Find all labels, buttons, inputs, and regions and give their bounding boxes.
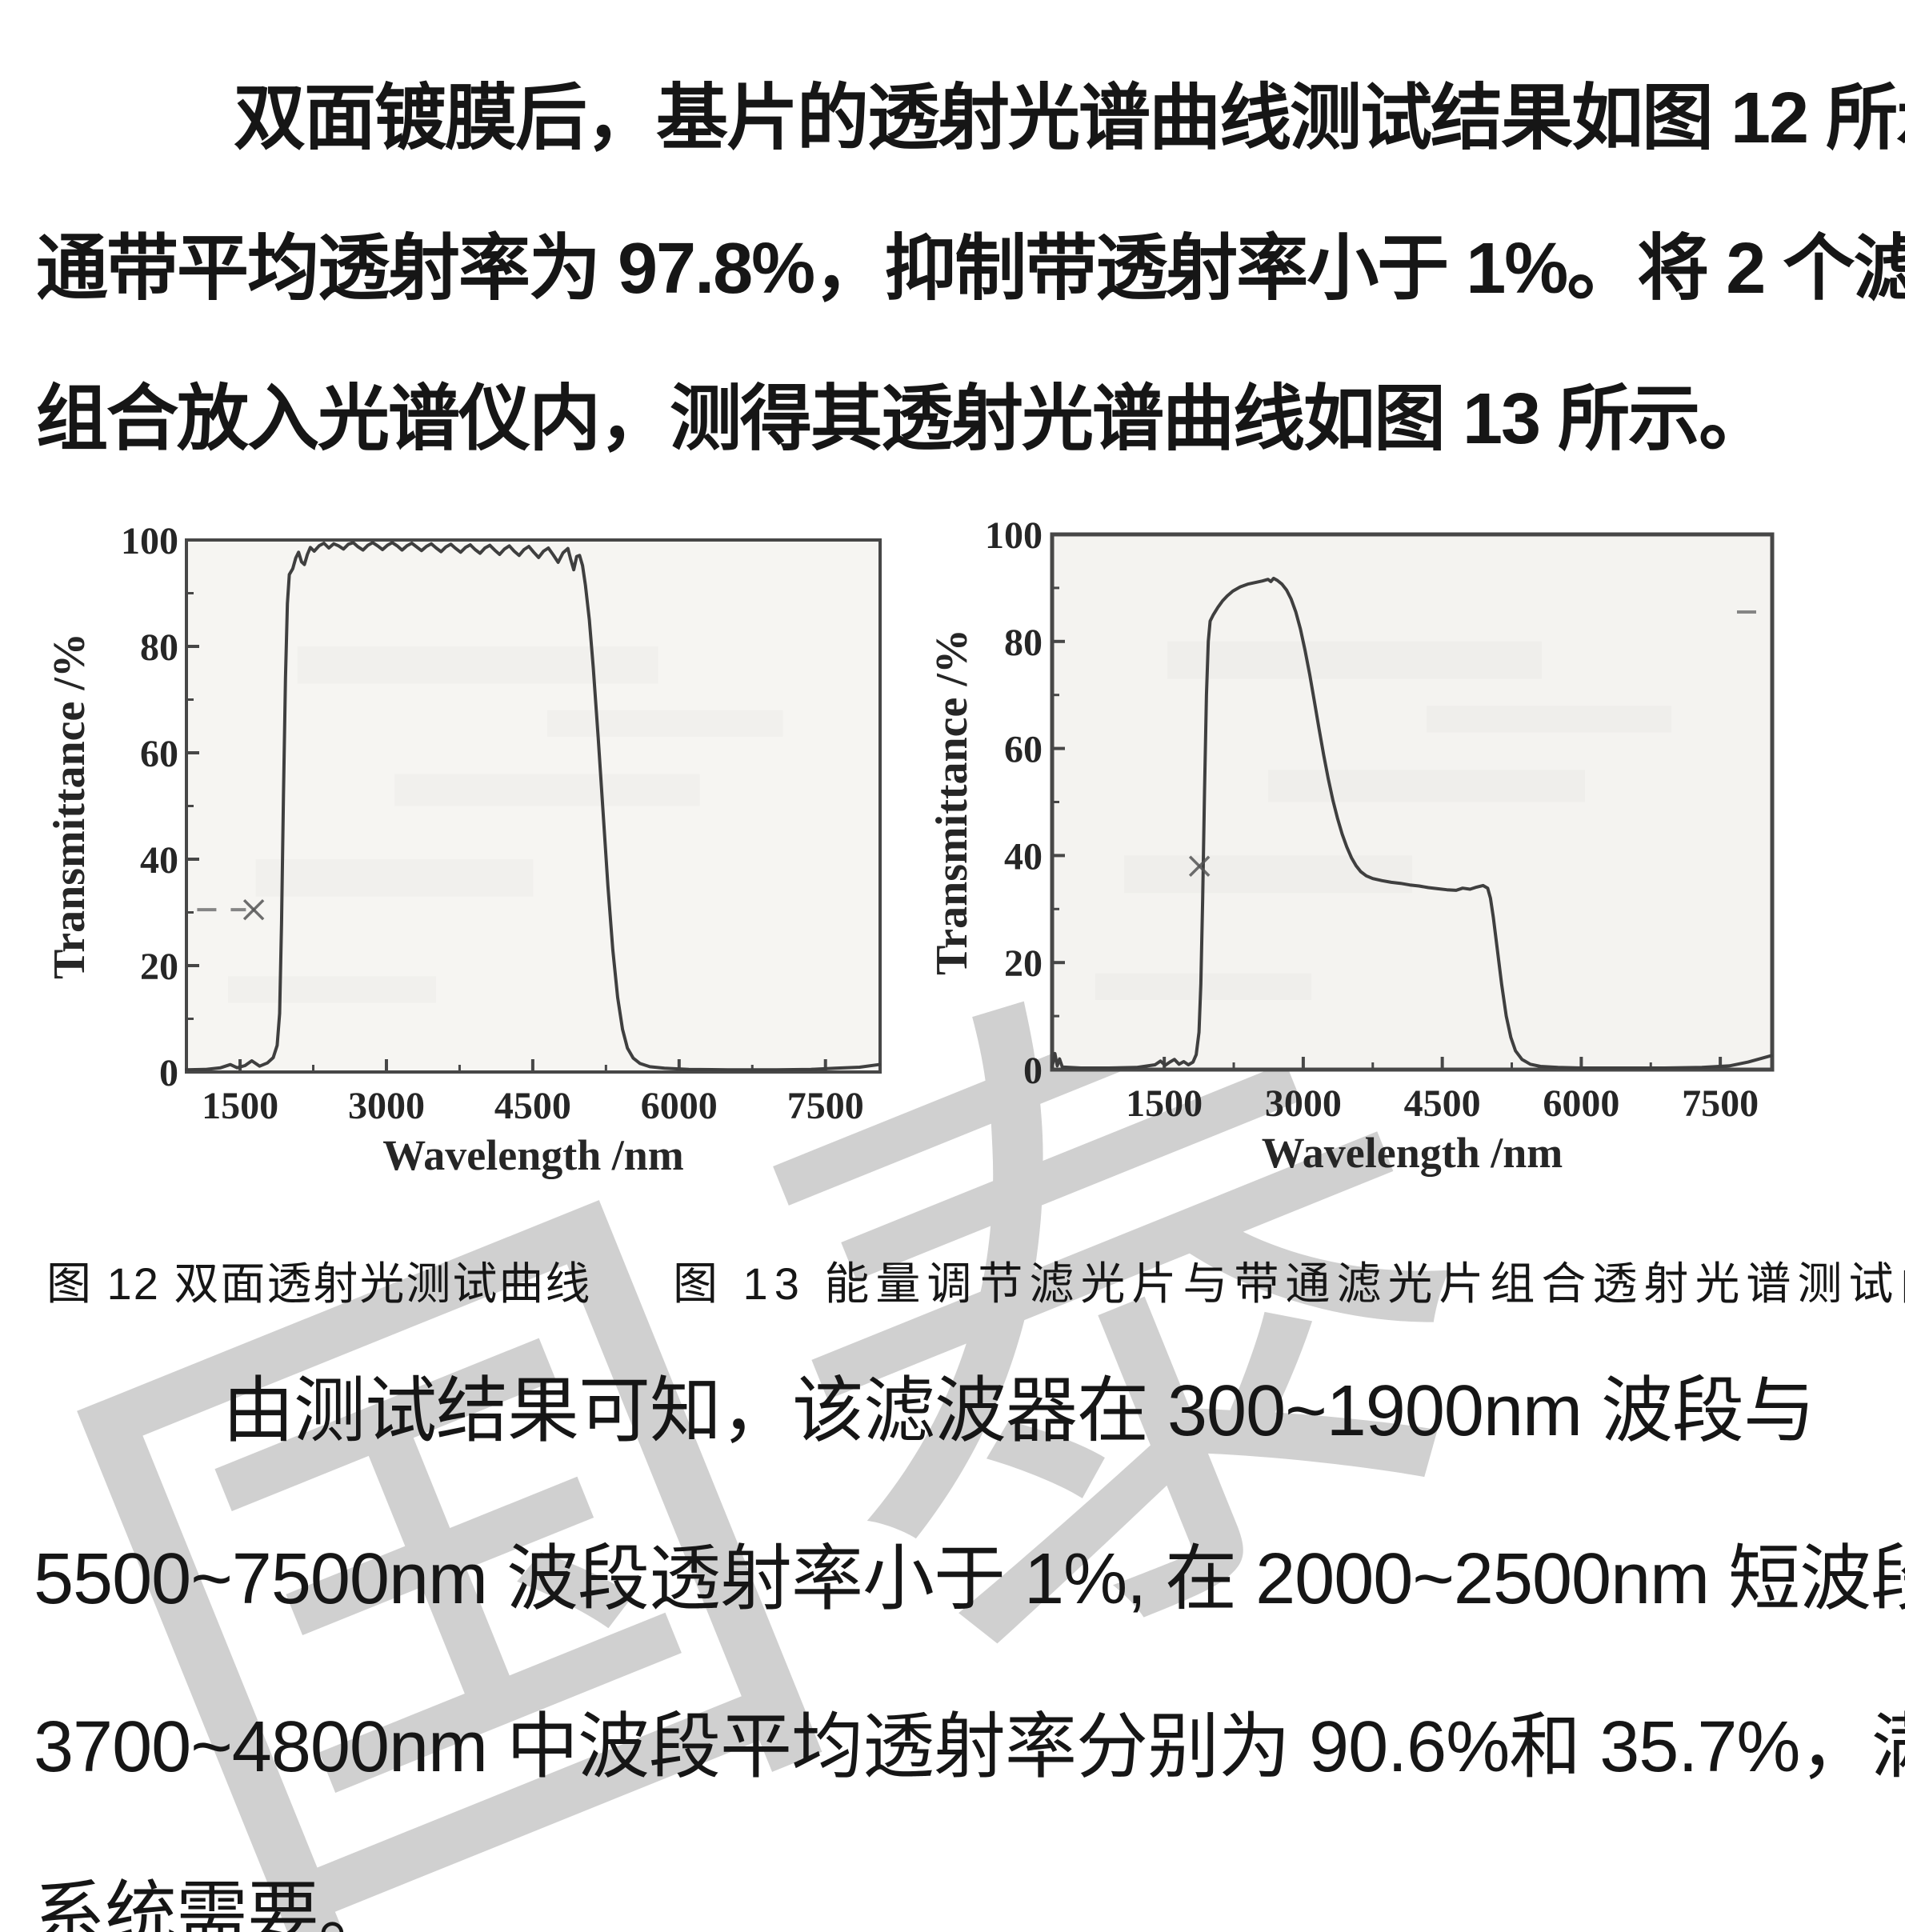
x-tick-label: 4500 bbox=[494, 1085, 571, 1127]
scan-smudge bbox=[297, 646, 658, 684]
y-tick-label: 0 bbox=[159, 1052, 178, 1094]
text-line: 5500~7500nm 波段透射率小于 1%, 在 2000~2500nm 短波… bbox=[34, 1539, 1905, 1619]
y-axis-label: Transmittance /% bbox=[927, 629, 977, 975]
plot-area bbox=[1052, 534, 1772, 1070]
y-axis-label: Transmittance /% bbox=[45, 633, 94, 979]
x-axis-label: Wavelength /nm bbox=[382, 1131, 684, 1179]
cross-marker bbox=[242, 898, 265, 921]
x-tick-label: 7500 bbox=[1682, 1082, 1759, 1125]
y-tick-label: 80 bbox=[140, 626, 178, 669]
figure-13-transmittance-chart: 0 20 40 60 80 100 1500 3000 4500 6000 7500 Waveleng… bbox=[920, 502, 1905, 1200]
figure-12-caption: 图 12 双面透射光测试曲线 bbox=[46, 1258, 592, 1309]
spectrum-curve bbox=[1051, 576, 1773, 1070]
x-tick-label: 7500 bbox=[787, 1085, 864, 1127]
text-line: 3700~4800nm 中波段平均透射率分别为 90.6%和 35.7%，满足 bbox=[34, 1707, 1905, 1787]
scan-smudge bbox=[1427, 706, 1671, 733]
x-tick-label: 3000 bbox=[1265, 1082, 1342, 1125]
scan-smudge bbox=[1268, 770, 1585, 802]
text-line: 系统需要。 bbox=[34, 1875, 390, 1932]
chart-canvas: 0 20 40 60 80 100 1500 3000 4500 6000 7500 Waveleng… bbox=[927, 514, 1775, 1177]
x-tick-label: 3000 bbox=[348, 1085, 425, 1127]
cross-marker bbox=[1188, 855, 1211, 878]
y-tick-label: 60 bbox=[140, 733, 178, 775]
figure-12-transmittance-chart: 0 20 40 60 80 100 1500 3000 4500 6000 7500 Waveleng… bbox=[32, 502, 928, 1200]
scan-smudge bbox=[1095, 973, 1311, 1001]
y-tick-label: 60 bbox=[1004, 729, 1043, 771]
scan-smudge bbox=[255, 859, 534, 897]
x-tick-label: 1500 bbox=[202, 1085, 278, 1127]
x-tick-label: 1500 bbox=[1126, 1082, 1203, 1125]
y-tick-label: 20 bbox=[140, 946, 178, 988]
x-tick-label: 4500 bbox=[1404, 1082, 1481, 1125]
scan-smudge bbox=[228, 976, 437, 1003]
y-tick-label: 80 bbox=[1004, 622, 1043, 664]
y-tick-label: 100 bbox=[121, 520, 178, 562]
chart-canvas: 0 20 40 60 80 100 1500 3000 4500 6000 7500 Waveleng… bbox=[45, 520, 882, 1179]
scan-smudge bbox=[546, 710, 783, 738]
text-line: 双面镀膜后，基片的透射光谱曲线测试结果如图 12 所示， bbox=[234, 78, 1905, 158]
x-tick-label: 6000 bbox=[641, 1085, 718, 1127]
x-axis-label: Wavelength /nm bbox=[1262, 1129, 1563, 1177]
y-tick-label: 40 bbox=[1004, 835, 1043, 878]
y-tick-label: 0 bbox=[1023, 1050, 1043, 1092]
plot-area bbox=[186, 540, 880, 1072]
text-line: 通带平均透射率为 97.8%，抑制带透射率小于 1%。将 2 个滤光片 bbox=[36, 229, 1905, 309]
scan-smudge bbox=[394, 774, 700, 806]
scan-smudge bbox=[1124, 855, 1412, 894]
spectrum-curve bbox=[185, 541, 881, 1072]
y-tick-label: 40 bbox=[140, 839, 178, 882]
scan-smudge bbox=[1167, 641, 1542, 679]
y-tick-label: 20 bbox=[1004, 942, 1043, 985]
text-line: 由测试结果可知，该滤波器在 300~1900nm 波段与 bbox=[222, 1371, 1815, 1451]
x-tick-label: 6000 bbox=[1543, 1082, 1619, 1125]
text-line: 组合放入光谱仪内，测得其透射光谱曲线如图 13 所示。 bbox=[36, 379, 1771, 459]
figure-13-caption: 图 13 能量调节滤光片与带通滤光片组合透射光谱测试曲线 bbox=[673, 1258, 1905, 1309]
y-tick-label: 100 bbox=[985, 514, 1043, 557]
